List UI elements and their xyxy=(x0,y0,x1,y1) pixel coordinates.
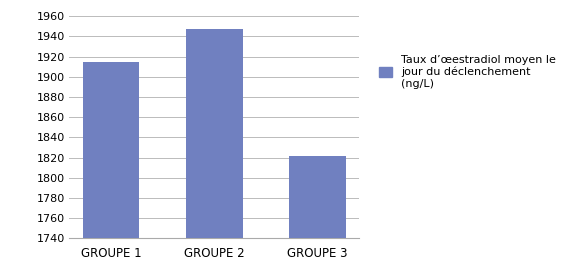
Bar xyxy=(83,62,140,271)
Bar xyxy=(186,29,243,271)
Legend: Taux d’œestradiol moyen le
jour du déclenchement
(ng/L): Taux d’œestradiol moyen le jour du décle… xyxy=(379,55,556,89)
Bar xyxy=(289,156,346,271)
